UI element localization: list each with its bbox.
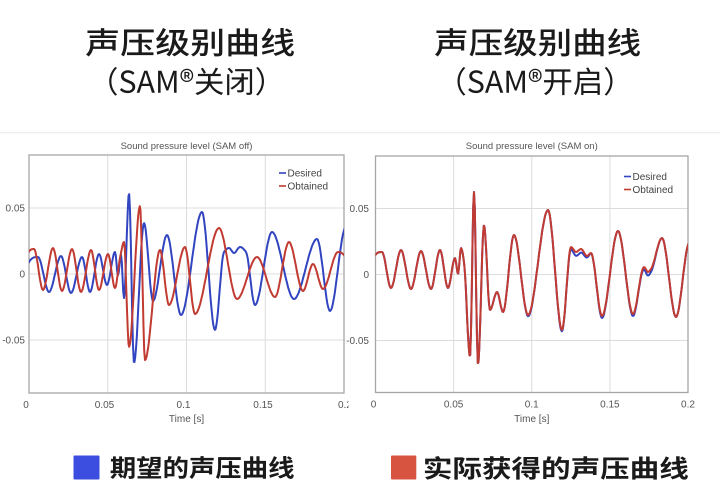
svg-text:-0.05: -0.05 — [346, 336, 369, 347]
svg-text:0: 0 — [23, 400, 29, 411]
svg-text:Obtained: Obtained — [288, 182, 329, 193]
svg-text:0.05: 0.05 — [6, 204, 26, 215]
svg-text:0.1: 0.1 — [177, 400, 191, 411]
svg-text:Desired: Desired — [288, 169, 322, 180]
svg-text:0.05: 0.05 — [350, 204, 370, 215]
svg-text:Time [s]: Time [s] — [169, 414, 204, 425]
svg-text:0.15: 0.15 — [253, 400, 273, 411]
svg-text:0: 0 — [19, 270, 25, 281]
svg-text:Obtained: Obtained — [633, 185, 674, 196]
svg-text:0.05: 0.05 — [95, 400, 115, 411]
svg-text:0: 0 — [371, 400, 377, 411]
svg-text:Sound pressure level (SAM off): Sound pressure level (SAM off) — [121, 141, 253, 152]
svg-text:0.2: 0.2 — [338, 400, 352, 411]
svg-text:0.1: 0.1 — [525, 400, 539, 411]
svg-text:Sound pressure level (SAM on): Sound pressure level (SAM on) — [466, 141, 598, 152]
svg-text:0: 0 — [363, 270, 369, 281]
svg-text:0.05: 0.05 — [444, 400, 464, 411]
svg-text:Desired: Desired — [633, 172, 667, 183]
svg-text:0.2: 0.2 — [681, 400, 695, 411]
svg-text:-0.05: -0.05 — [2, 336, 25, 347]
svg-text:Time [s]: Time [s] — [514, 414, 549, 425]
svg-text:0.15: 0.15 — [600, 400, 620, 411]
